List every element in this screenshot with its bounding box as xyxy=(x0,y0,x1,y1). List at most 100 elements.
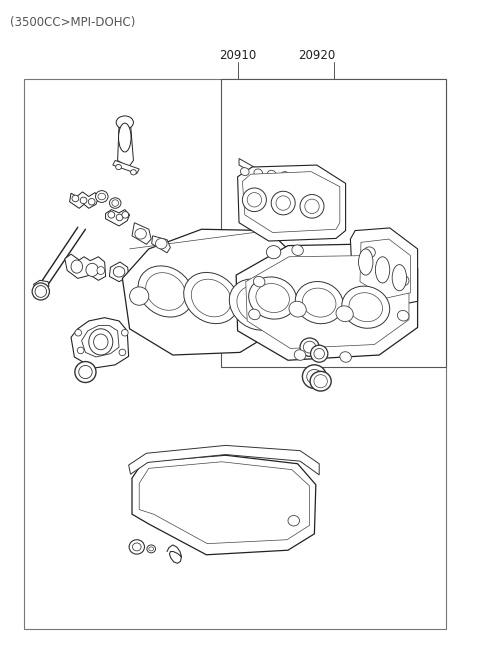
Ellipse shape xyxy=(237,286,276,324)
Polygon shape xyxy=(132,223,151,244)
Ellipse shape xyxy=(129,540,144,554)
Ellipse shape xyxy=(192,279,231,317)
Ellipse shape xyxy=(276,196,290,210)
Ellipse shape xyxy=(132,543,141,551)
Ellipse shape xyxy=(292,245,303,255)
Ellipse shape xyxy=(392,265,407,291)
Polygon shape xyxy=(122,229,298,355)
Ellipse shape xyxy=(294,350,306,360)
Ellipse shape xyxy=(294,173,303,181)
Ellipse shape xyxy=(32,283,49,300)
Ellipse shape xyxy=(88,198,95,205)
Ellipse shape xyxy=(397,275,409,286)
Ellipse shape xyxy=(253,276,265,287)
Ellipse shape xyxy=(249,277,297,319)
Ellipse shape xyxy=(156,238,167,249)
Ellipse shape xyxy=(72,195,79,202)
Polygon shape xyxy=(34,280,49,290)
Ellipse shape xyxy=(269,292,288,310)
Ellipse shape xyxy=(364,247,375,257)
Ellipse shape xyxy=(116,116,133,129)
Ellipse shape xyxy=(131,170,136,175)
Bar xyxy=(24,79,446,629)
Ellipse shape xyxy=(116,164,121,170)
Ellipse shape xyxy=(147,545,156,553)
Ellipse shape xyxy=(75,329,82,336)
Polygon shape xyxy=(354,317,403,335)
Text: 20920: 20920 xyxy=(298,49,336,62)
Ellipse shape xyxy=(89,329,113,355)
Ellipse shape xyxy=(289,301,306,317)
Ellipse shape xyxy=(71,260,83,273)
Ellipse shape xyxy=(119,349,126,356)
Ellipse shape xyxy=(35,286,47,297)
Ellipse shape xyxy=(97,267,105,274)
Ellipse shape xyxy=(300,338,319,356)
Ellipse shape xyxy=(122,212,129,218)
Ellipse shape xyxy=(300,195,324,218)
Ellipse shape xyxy=(310,371,331,391)
Ellipse shape xyxy=(340,352,351,362)
Ellipse shape xyxy=(112,200,119,206)
Ellipse shape xyxy=(314,375,327,388)
Ellipse shape xyxy=(266,246,281,259)
Ellipse shape xyxy=(86,263,98,276)
Ellipse shape xyxy=(254,169,263,177)
Polygon shape xyxy=(70,192,98,208)
Text: (3500CC>MPI-DOHC): (3500CC>MPI-DOHC) xyxy=(10,16,135,29)
Polygon shape xyxy=(246,255,409,348)
Ellipse shape xyxy=(271,191,295,215)
Ellipse shape xyxy=(256,284,289,312)
Polygon shape xyxy=(113,160,139,174)
Ellipse shape xyxy=(336,306,353,322)
Ellipse shape xyxy=(138,266,193,317)
Polygon shape xyxy=(139,462,310,544)
Ellipse shape xyxy=(184,272,239,324)
Polygon shape xyxy=(350,228,418,308)
Polygon shape xyxy=(132,455,316,555)
Ellipse shape xyxy=(302,365,326,388)
Ellipse shape xyxy=(295,282,343,324)
Ellipse shape xyxy=(146,272,185,310)
Ellipse shape xyxy=(397,310,409,321)
Ellipse shape xyxy=(121,329,128,336)
Ellipse shape xyxy=(349,293,383,322)
Polygon shape xyxy=(71,318,129,368)
Ellipse shape xyxy=(359,249,373,275)
Ellipse shape xyxy=(229,279,284,330)
Ellipse shape xyxy=(247,193,262,207)
Ellipse shape xyxy=(240,168,249,176)
Polygon shape xyxy=(236,244,418,360)
Ellipse shape xyxy=(305,199,319,214)
Ellipse shape xyxy=(249,309,260,320)
Polygon shape xyxy=(360,239,410,298)
Ellipse shape xyxy=(75,362,96,383)
Polygon shape xyxy=(118,119,133,167)
Ellipse shape xyxy=(116,214,123,221)
Text: 20910: 20910 xyxy=(219,49,256,62)
Ellipse shape xyxy=(77,347,84,354)
Polygon shape xyxy=(82,326,119,357)
Ellipse shape xyxy=(98,193,106,200)
Ellipse shape xyxy=(135,229,146,239)
Polygon shape xyxy=(109,262,129,282)
Ellipse shape xyxy=(267,170,276,178)
Ellipse shape xyxy=(242,188,266,212)
Polygon shape xyxy=(239,159,331,185)
Ellipse shape xyxy=(281,172,289,179)
Polygon shape xyxy=(106,210,130,226)
Ellipse shape xyxy=(308,174,316,182)
Ellipse shape xyxy=(342,286,390,328)
Ellipse shape xyxy=(113,267,125,277)
Ellipse shape xyxy=(288,515,300,526)
Ellipse shape xyxy=(80,197,87,204)
Polygon shape xyxy=(129,445,319,475)
Ellipse shape xyxy=(130,287,149,305)
Ellipse shape xyxy=(94,334,108,350)
Polygon shape xyxy=(242,172,340,233)
Ellipse shape xyxy=(119,123,131,152)
Polygon shape xyxy=(238,165,346,241)
Bar xyxy=(221,79,446,367)
Ellipse shape xyxy=(108,212,115,218)
Ellipse shape xyxy=(149,547,154,551)
